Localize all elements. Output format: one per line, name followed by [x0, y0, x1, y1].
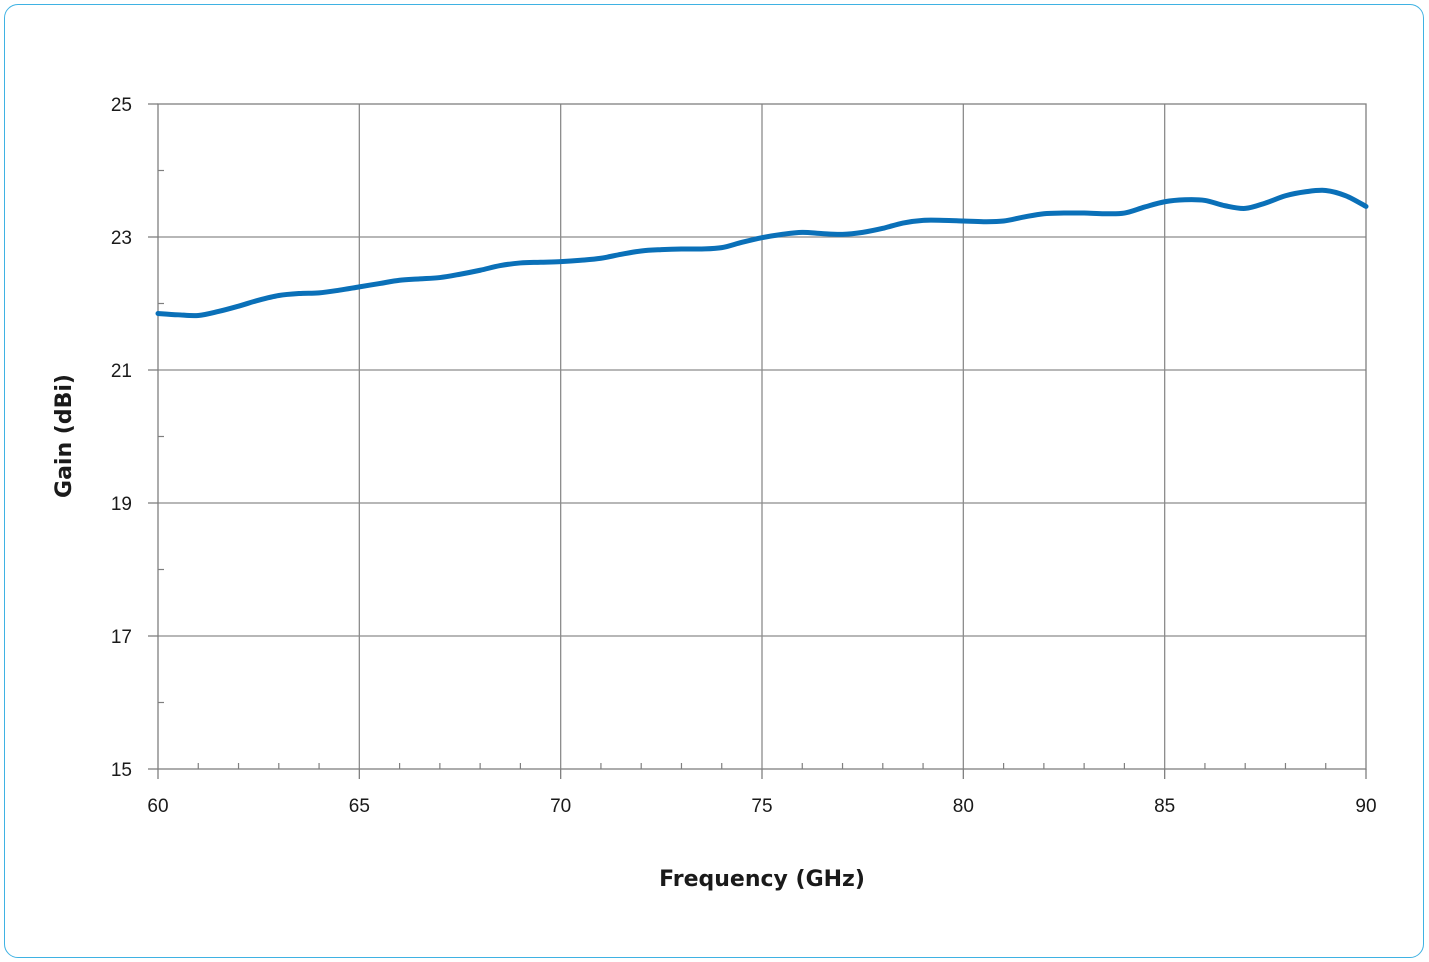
- y-axis-title: Gain (dBi): [52, 374, 77, 498]
- y-tick-label-17: 17: [111, 627, 132, 648]
- y-tick-label-19: 19: [111, 494, 132, 515]
- x-tick-label-90: 90: [1355, 796, 1376, 817]
- grid-lines: [158, 104, 1366, 769]
- chart-frame: [4, 4, 1424, 958]
- y-tick-label-25: 25: [111, 95, 132, 116]
- x-tick-label-80: 80: [953, 796, 974, 817]
- x-tick-label-60: 60: [147, 796, 168, 817]
- y-tick-label-21: 21: [111, 361, 132, 382]
- x-axis-title: Frequency (GHz): [659, 867, 865, 892]
- plot-area-border: [157, 103, 1367, 770]
- series-layer: [155, 187, 1369, 319]
- y-tick-label-15: 15: [111, 760, 132, 781]
- x-tick-labels: 60 65 70 75 80 85 90: [147, 796, 1376, 817]
- x-tick-label-70: 70: [550, 796, 571, 817]
- y-tick-labels: 15 17 19 21 23 25: [111, 95, 132, 781]
- x-tick-label-65: 65: [349, 796, 370, 817]
- series-line-0: [155, 187, 1369, 319]
- x-tick-label-85: 85: [1154, 796, 1175, 817]
- y-tick-label-23: 23: [111, 228, 132, 249]
- minor-ticks: [148, 103, 1367, 779]
- x-tick-label-75: 75: [751, 796, 772, 817]
